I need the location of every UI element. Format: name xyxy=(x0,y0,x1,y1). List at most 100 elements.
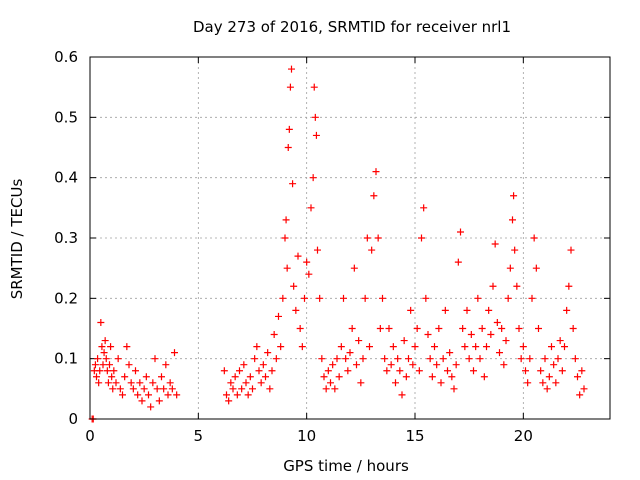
ticks: 0 0.1 0.2 0.3 0.4 0.5 0.6 0 5 10 15 20 xyxy=(54,48,610,445)
data-point xyxy=(498,325,506,332)
data-point xyxy=(346,349,354,357)
data-point xyxy=(381,355,389,363)
data-point xyxy=(366,343,373,351)
data-point xyxy=(472,343,480,351)
data-point xyxy=(164,391,172,399)
data-point xyxy=(246,373,254,381)
data-point xyxy=(368,246,376,254)
data-point xyxy=(428,373,436,381)
data-point xyxy=(301,294,308,302)
data-point xyxy=(437,379,445,387)
data-point xyxy=(116,385,124,393)
data-point xyxy=(227,379,235,387)
data-point xyxy=(166,379,174,387)
data-point xyxy=(155,397,163,405)
data-point xyxy=(220,367,228,375)
data-point xyxy=(340,294,347,302)
data-point xyxy=(138,397,146,405)
data-point xyxy=(348,325,356,332)
data-point xyxy=(511,246,519,254)
data-point xyxy=(110,367,118,375)
data-point xyxy=(431,343,438,351)
y-tick-label: 0.1 xyxy=(54,350,78,368)
data-point xyxy=(171,349,178,357)
data-point xyxy=(96,367,104,375)
data-point xyxy=(509,216,516,224)
data-point xyxy=(223,391,230,399)
data-point xyxy=(129,385,137,393)
y-tick-label: 0.6 xyxy=(54,48,78,66)
data-point xyxy=(331,385,339,393)
data-point xyxy=(279,294,287,302)
data-point xyxy=(355,337,363,345)
data-point xyxy=(142,373,150,381)
data-point xyxy=(463,306,471,314)
data-point xyxy=(249,385,256,393)
data-point xyxy=(303,258,311,266)
data-point xyxy=(524,379,532,387)
data-point xyxy=(565,282,573,290)
data-point xyxy=(379,294,386,302)
x-tick-label: 5 xyxy=(194,427,204,445)
data-point xyxy=(264,349,272,357)
data-point xyxy=(374,234,382,242)
data-point xyxy=(296,325,304,332)
data-point xyxy=(535,325,542,332)
data-point xyxy=(387,361,395,369)
data-point xyxy=(270,331,278,339)
data-point xyxy=(238,385,246,393)
data-point xyxy=(350,264,358,272)
chart-title: Day 273 of 2016, SRMTID for receiver nrl… xyxy=(193,18,511,36)
data-point xyxy=(483,343,490,351)
grid xyxy=(90,57,610,419)
data-point xyxy=(500,361,508,369)
data-point xyxy=(578,367,586,375)
data-point xyxy=(454,258,462,266)
data-point xyxy=(409,361,417,369)
y-tick-label: 0.3 xyxy=(54,229,78,247)
data-point xyxy=(225,397,233,405)
data-point xyxy=(147,403,155,411)
data-point xyxy=(487,331,495,339)
data-point xyxy=(413,325,421,332)
data-point xyxy=(435,325,443,332)
data-point xyxy=(543,385,551,393)
data-point xyxy=(114,355,122,363)
data-point xyxy=(99,361,107,369)
data-point xyxy=(422,294,430,302)
data-point xyxy=(461,343,469,351)
data-point xyxy=(420,204,428,212)
data-point xyxy=(539,379,547,387)
data-point xyxy=(94,355,102,363)
data-point xyxy=(337,343,345,351)
data-point xyxy=(98,343,106,351)
data-point xyxy=(476,355,484,363)
data-point xyxy=(162,361,170,369)
data-point xyxy=(104,379,112,387)
data-point xyxy=(446,349,454,357)
data-point xyxy=(277,343,285,351)
data-point xyxy=(136,379,144,387)
data-point xyxy=(558,367,566,375)
data-point xyxy=(253,343,261,351)
data-point xyxy=(569,325,577,332)
data-point xyxy=(567,246,575,254)
data-point xyxy=(574,373,581,381)
data-point xyxy=(385,325,393,332)
data-point xyxy=(244,391,252,399)
data-point xyxy=(292,306,300,314)
data-point xyxy=(322,385,330,393)
data-point xyxy=(285,125,293,133)
data-point xyxy=(290,282,298,290)
data-point xyxy=(91,361,99,369)
data-point xyxy=(294,252,302,260)
data-point xyxy=(257,379,265,387)
data-point xyxy=(576,391,584,399)
data-point xyxy=(405,355,412,363)
y-tick-label: 0 xyxy=(68,410,78,428)
data-point xyxy=(140,385,148,393)
data-point xyxy=(100,349,108,357)
data-point xyxy=(353,361,360,369)
data-point xyxy=(344,367,352,375)
